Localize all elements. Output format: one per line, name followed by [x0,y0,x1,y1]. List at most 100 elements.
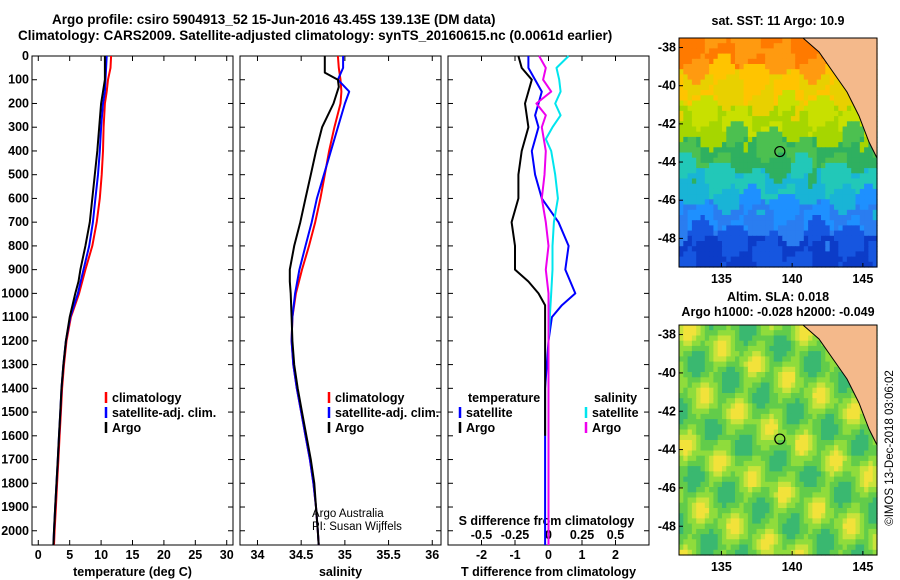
map-2-cell [812,523,818,530]
map-1-cell [851,178,857,185]
map-2-cell [808,513,813,519]
map-1-cell [760,215,766,221]
map-1-cell [700,116,706,122]
map-1-cell [778,178,783,185]
map-2-cell [717,351,723,357]
map-1-cell [799,116,805,122]
map-2-cell [683,398,689,404]
map-1-cell [756,194,762,200]
map-1-cell [821,110,826,117]
map-2-cell [799,440,805,446]
map-2-xtick-label-1: 140 [782,560,803,574]
map-2-cell [760,366,766,373]
map-1-cell [825,188,831,195]
salinity-difference-tick-0: -0.5 [471,528,493,542]
map-1-cell [782,74,788,81]
map-2-cell [691,356,697,363]
map-1-cell [691,58,697,65]
map-2-cell [679,377,684,384]
map-2-cell [713,372,719,378]
map-2-cell [851,445,857,451]
map-2-cell [704,492,710,499]
map-2-cell [713,445,719,451]
map-2-cell [765,366,770,373]
map-2-cell [683,408,689,415]
map-1-cell [760,188,766,195]
map-1-cell [778,215,783,221]
map-2-cell [786,508,792,514]
map-1-cell [782,152,788,159]
map-2-cell [778,544,783,551]
map-1-cell [799,142,805,148]
map-1-cell [722,241,727,247]
map-2-cell [838,413,844,420]
map-2-cell [795,330,801,336]
map-1-cell [795,215,801,221]
map-2-cell [812,377,818,384]
map-2-cell [726,481,732,488]
map-1-cell [769,157,775,164]
map-2-cell [790,335,796,342]
map-1-cell [726,100,732,107]
map-2-cell [747,534,753,540]
difference-series-3 [535,55,553,545]
map-1-cell [765,95,770,102]
map-1-cell [829,194,835,200]
map-2-cell [816,528,822,535]
map-2-cell [739,481,745,488]
map-1-cell [786,152,792,159]
map-2-cell [834,366,839,373]
map-1-cell [778,105,783,112]
map-2-cell [838,455,844,462]
map-2-cell [808,413,813,420]
map-2-cell [696,403,702,410]
map-1-cell [769,121,775,128]
map-1-cell [773,136,779,143]
map-2-cell [683,372,689,378]
map-1-cell [769,199,775,206]
salinity-difference-tick-3: 0.25 [570,528,594,542]
temperature-legend-2-label: Argo [112,421,142,435]
map-2-cell [722,487,727,493]
map-2-cell [769,325,775,331]
map-2-cell [696,508,702,514]
map-2-cell [795,408,801,415]
map-2-cell [829,393,835,399]
map-1-cell [790,173,796,180]
map-1-cell [851,188,857,195]
map-2-cell [735,361,740,368]
map-1-cell [739,105,745,112]
map-1-cell [739,225,745,232]
map-1-cell [696,209,702,216]
map-1-cell [829,90,835,96]
map-2-cell [700,549,706,556]
map-1-cell [872,230,878,237]
map-2-cell [808,335,813,342]
map-2-cell [760,518,766,525]
map-2-cell [834,424,839,431]
temperature-axis-tick-label-3: 15 [126,548,140,562]
map-2-cell [769,377,775,384]
salinity-series-1 [290,56,351,546]
map-2-cell [795,455,801,462]
map-1-cell [778,79,783,86]
map-1-cell [765,152,770,159]
map-2-cell [726,497,732,504]
map-2-cell [765,440,770,446]
map-1-cell [851,225,857,232]
map-2-cell [842,476,848,483]
map-1-cell [756,147,762,154]
map-1-cell [752,38,758,44]
map-1-cell [786,116,792,122]
map-1-cell [825,241,831,247]
map-2-cell [821,361,826,368]
map-2-cell [691,372,697,378]
map-2-cell [696,455,702,462]
map-1-cell [769,74,775,81]
map-1-cell [683,178,689,185]
map-2-cell [679,424,684,431]
map-2-cell [821,424,826,431]
map-2-cell [726,455,732,462]
map-1-cell [829,178,835,185]
map-2-cell [782,366,788,373]
